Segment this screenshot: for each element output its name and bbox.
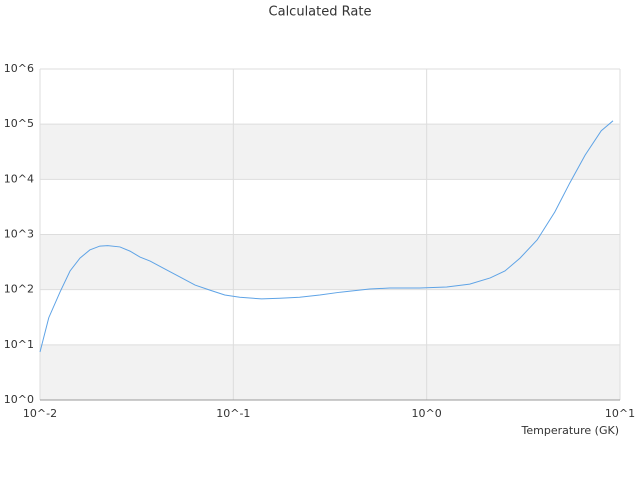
x-tick-label: 10^-2 <box>23 407 57 420</box>
y-tick-label: 10^1 <box>4 338 34 351</box>
y-tick-label: 10^2 <box>4 283 34 296</box>
x-axis-label: Temperature (GK) <box>521 424 620 437</box>
y-tick-label: 10^3 <box>4 228 34 241</box>
x-tick-label: 10^0 <box>412 407 442 420</box>
data-line <box>39 120 614 353</box>
grid-band <box>40 124 620 180</box>
y-tick-label: 10^4 <box>4 172 34 185</box>
grid-band <box>40 234 620 290</box>
y-tick-label: 10^6 <box>4 62 34 75</box>
x-tick-label: 10^-1 <box>216 407 250 420</box>
x-tick-label: 10^1 <box>605 407 635 420</box>
y-tick-label: 10^5 <box>4 117 34 130</box>
chart-title: Calculated Rate <box>269 5 372 20</box>
grid-band <box>40 344 620 400</box>
y-tick-label: 10^0 <box>4 393 34 406</box>
